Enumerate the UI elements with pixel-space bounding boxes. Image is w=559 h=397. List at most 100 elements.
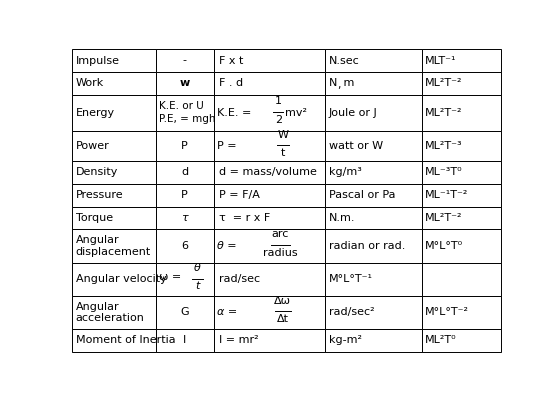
Text: P: P <box>181 190 188 200</box>
Text: θ: θ <box>194 263 201 273</box>
Text: t: t <box>281 148 285 158</box>
Text: kg-m²: kg-m² <box>329 335 362 345</box>
Text: 2: 2 <box>274 115 282 125</box>
Text: N.m.: N.m. <box>329 213 355 223</box>
Text: I = mr²: I = mr² <box>219 335 259 345</box>
Bar <box>214 207 325 229</box>
Bar <box>72 161 155 184</box>
Text: ML²T⁻³: ML²T⁻³ <box>425 141 463 151</box>
Text: ML⁻³T⁰: ML⁻³T⁰ <box>425 168 463 177</box>
Text: F x t: F x t <box>219 56 244 66</box>
Text: M°L°T⁰: M°L°T⁰ <box>425 241 463 251</box>
Text: kg/m³: kg/m³ <box>329 168 362 177</box>
Bar <box>325 329 421 352</box>
Bar <box>72 184 155 207</box>
Bar <box>421 329 501 352</box>
Bar <box>72 263 155 296</box>
Bar <box>72 296 155 329</box>
Bar <box>155 131 214 161</box>
Bar <box>72 49 155 72</box>
Bar <box>325 263 421 296</box>
Bar <box>155 329 214 352</box>
Text: ML²T⁻²: ML²T⁻² <box>425 213 462 223</box>
Text: radian or rad.: radian or rad. <box>329 241 405 251</box>
Bar <box>325 161 421 184</box>
Bar <box>421 95 501 131</box>
Text: Angular
displacement: Angular displacement <box>75 235 151 257</box>
Text: N: N <box>329 78 337 88</box>
Bar <box>155 296 214 329</box>
Text: Power: Power <box>75 141 109 151</box>
Text: Angular
acceleration: Angular acceleration <box>75 302 144 323</box>
Text: Pressure: Pressure <box>75 190 123 200</box>
Text: ML²T⁻²: ML²T⁻² <box>425 78 462 88</box>
Bar <box>72 229 155 263</box>
Text: N.sec: N.sec <box>329 56 359 66</box>
Bar <box>72 131 155 161</box>
Text: arc: arc <box>272 229 289 239</box>
Text: m: m <box>340 78 354 88</box>
Text: Density: Density <box>75 168 118 177</box>
Bar <box>325 184 421 207</box>
Bar <box>421 131 501 161</box>
Text: ML⁻¹T⁻²: ML⁻¹T⁻² <box>425 190 468 200</box>
Text: ML²T⁻²: ML²T⁻² <box>425 108 462 118</box>
Text: α =: α = <box>217 307 237 318</box>
Bar <box>421 72 501 95</box>
Bar <box>421 184 501 207</box>
Text: Moment of Inertia: Moment of Inertia <box>75 335 175 345</box>
Bar <box>325 49 421 72</box>
Text: G: G <box>181 307 189 318</box>
Text: Pascal or Pa: Pascal or Pa <box>329 190 395 200</box>
Bar <box>421 296 501 329</box>
Bar <box>214 49 325 72</box>
Bar <box>155 207 214 229</box>
Text: K.E. =: K.E. = <box>217 108 252 118</box>
Text: P: P <box>181 141 188 151</box>
Text: radius: radius <box>263 248 298 258</box>
Bar <box>155 263 214 296</box>
Bar <box>214 72 325 95</box>
Text: I: I <box>183 335 186 345</box>
Bar <box>155 95 214 131</box>
Text: K.E. or U
P.E, = mgh: K.E. or U P.E, = mgh <box>159 101 216 125</box>
Bar <box>214 161 325 184</box>
Text: τ: τ <box>181 213 188 223</box>
Bar <box>325 296 421 329</box>
Bar <box>155 161 214 184</box>
Bar <box>155 49 214 72</box>
Text: Angular velocity: Angular velocity <box>75 274 166 284</box>
Text: w: w <box>179 78 190 88</box>
Bar <box>155 72 214 95</box>
Bar <box>325 229 421 263</box>
Bar <box>72 72 155 95</box>
Bar <box>421 263 501 296</box>
Text: d = mass/volume: d = mass/volume <box>219 168 317 177</box>
Text: mv²: mv² <box>285 108 307 118</box>
Text: MLT⁻¹: MLT⁻¹ <box>425 56 457 66</box>
Bar <box>214 229 325 263</box>
Text: ,: , <box>338 80 341 90</box>
Bar <box>421 161 501 184</box>
Bar <box>421 49 501 72</box>
Bar <box>214 329 325 352</box>
Text: 6: 6 <box>181 241 188 251</box>
Text: rad/sec: rad/sec <box>219 274 260 284</box>
Text: M°L°T⁻¹: M°L°T⁻¹ <box>329 274 372 284</box>
Text: W: W <box>277 130 288 140</box>
Text: watt or W: watt or W <box>329 141 383 151</box>
Bar <box>72 207 155 229</box>
Bar <box>214 296 325 329</box>
Bar <box>155 229 214 263</box>
Text: Torque: Torque <box>75 213 112 223</box>
Bar <box>72 95 155 131</box>
Text: d: d <box>181 168 188 177</box>
Bar <box>214 131 325 161</box>
Text: 1: 1 <box>275 96 282 106</box>
Text: -: - <box>183 56 187 66</box>
Bar <box>325 131 421 161</box>
Text: θ =: θ = <box>217 241 236 251</box>
Text: Work: Work <box>75 78 104 88</box>
Text: t: t <box>195 281 200 291</box>
Text: Δt: Δt <box>277 314 288 324</box>
